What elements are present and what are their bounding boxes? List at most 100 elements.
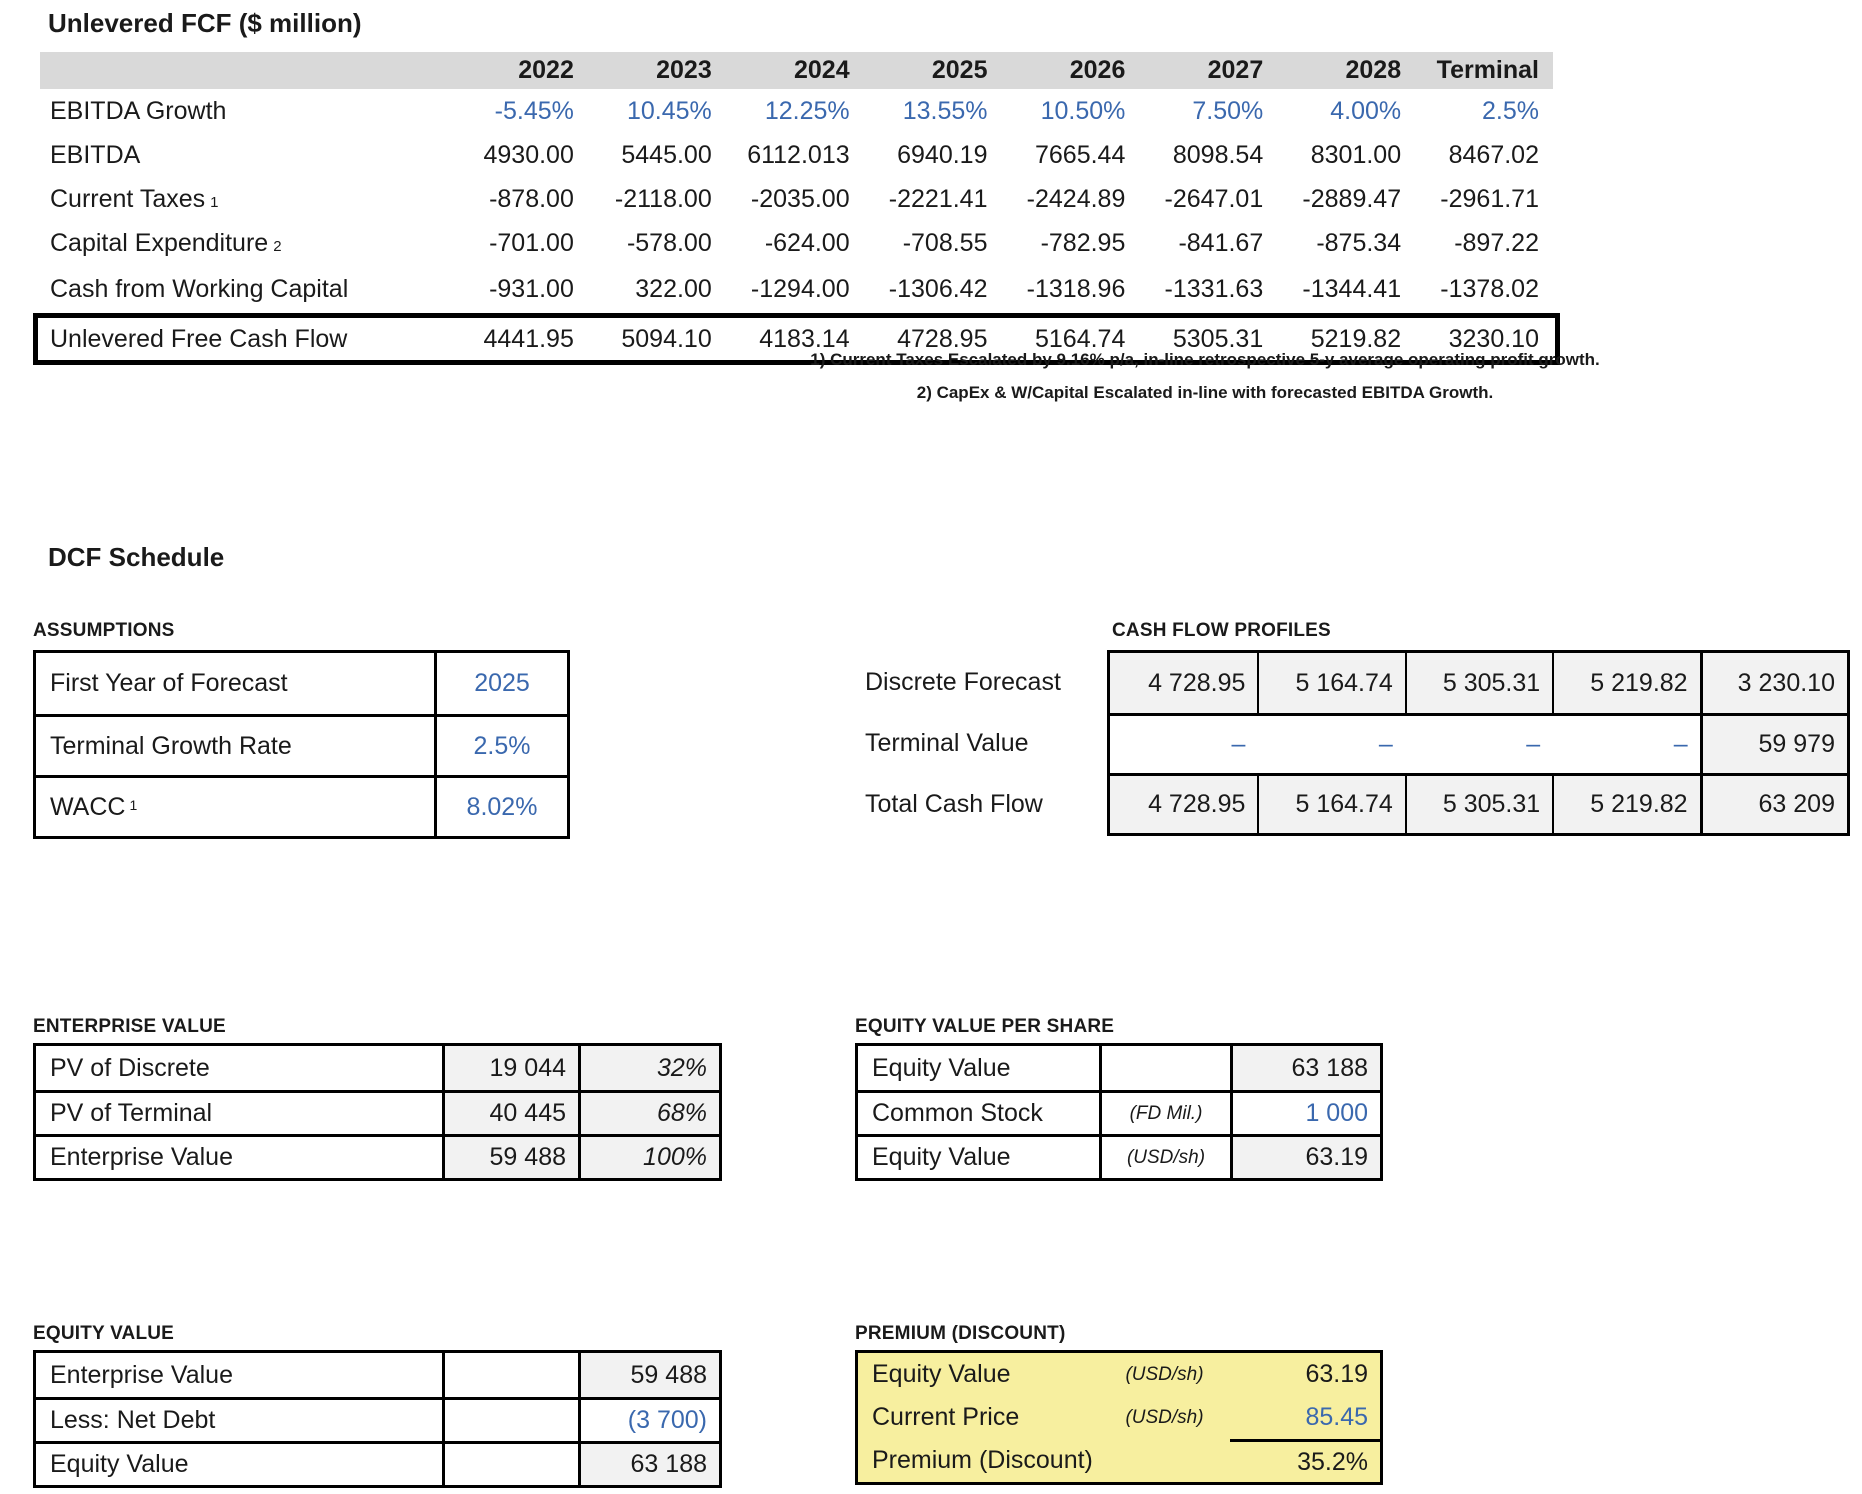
cfp-row-0: 4 728.95 5 164.74 5 305.31 5 219.82 3 230.10 bbox=[1110, 653, 1847, 713]
unlevered-fcf-total-box: Unlevered Free Cash Flow 4441.95 5094.10 41… bbox=[33, 313, 1560, 365]
value-cell[interactable]: 4.00% bbox=[1330, 96, 1402, 125]
footnote-marker: 1 bbox=[210, 193, 219, 211]
cfp-row-label: Discrete Forecast bbox=[865, 668, 1061, 696]
cfp-value-cell: 5 305.31 bbox=[1404, 653, 1553, 713]
ev-row-label: PV of Terminal bbox=[50, 1099, 213, 1127]
ev-value-cell: 59 488 bbox=[442, 1137, 578, 1178]
assumption-value-cell[interactable]: 2025 bbox=[434, 653, 567, 714]
premium-unit-cell: (USD/sh) bbox=[1125, 1363, 1204, 1385]
value-cell: -708.55 bbox=[902, 228, 988, 257]
premium-unit-cell: (USD/sh) bbox=[1125, 1406, 1204, 1428]
evps-row-label: Equity Value bbox=[872, 1143, 1011, 1171]
value-cell: -875.34 bbox=[1316, 228, 1402, 257]
eqv-empty-cell bbox=[442, 1353, 578, 1397]
value-cell: 322.00 bbox=[635, 274, 712, 303]
value-cell: 5445.00 bbox=[621, 140, 712, 169]
value-cell: 5094.10 bbox=[621, 324, 712, 353]
value-cell: -931.00 bbox=[489, 274, 574, 303]
enterprise-value-label: ENTERPRISE VALUE bbox=[33, 1016, 226, 1037]
cfp-value-cell: 5 164.74 bbox=[1257, 776, 1405, 833]
value-cell: -2221.41 bbox=[888, 184, 988, 213]
value-cell: -2118.00 bbox=[614, 184, 712, 213]
value-cell[interactable]: 12.25% bbox=[764, 96, 850, 125]
cfp-value-cell: 5 164.74 bbox=[1257, 653, 1405, 713]
cfp-value-cell: 4 728.95 bbox=[1110, 653, 1258, 713]
fcf-row-3: Capital Expenditure 2 -701.00 -578.00 -624.0… bbox=[40, 221, 1553, 265]
value-cell: -1331.63 bbox=[1164, 274, 1264, 303]
value-cell: -878.00 bbox=[489, 184, 574, 213]
value-cell: -2889.47 bbox=[1302, 184, 1402, 213]
evps-value-cell[interactable]: 1 000 bbox=[1230, 1093, 1380, 1134]
value-cell: 4441.95 bbox=[483, 324, 574, 353]
premium-row-1: Current Price (USD/sh) 85.45 bbox=[858, 1396, 1380, 1439]
value-cell: -2647.01 bbox=[1164, 184, 1264, 213]
footnotes: 1) Current Taxes Escalated by 9.16% p/a,… bbox=[740, 350, 1670, 416]
evps-row-0: Equity Value 63 188 bbox=[858, 1046, 1380, 1090]
value-cell[interactable]: 7.50% bbox=[1192, 96, 1264, 125]
equity-value-table: Enterprise Value 59 488 Less: Net Debt (3 7… bbox=[33, 1350, 722, 1488]
fcf-row-2: Current Taxes 1 -878.00 -2118.00 -2035.00 -22… bbox=[40, 177, 1553, 221]
footnote-marker: 2 bbox=[273, 237, 282, 255]
year-header-2025: 2025 bbox=[931, 56, 988, 84]
row-label: Unlevered Free Cash Flow bbox=[50, 324, 348, 353]
eqv-value-cell: 59 488 bbox=[578, 1353, 719, 1397]
year-header-2026: 2026 bbox=[1069, 56, 1126, 84]
eqv-value-cell: 63 188 bbox=[578, 1444, 719, 1485]
cfp-value-cell: 63 209 bbox=[1699, 776, 1847, 833]
assumptions-label: ASSUMPTIONS bbox=[33, 620, 175, 641]
value-cell[interactable]: 10.45% bbox=[626, 96, 712, 125]
assumption-row-2: WACC 1 8.02% bbox=[36, 775, 567, 836]
year-header-2024: 2024 bbox=[794, 56, 850, 84]
footnote-2: 2) CapEx & W/Capital Escalated in-line w… bbox=[916, 383, 1494, 402]
year-header-2027: 2027 bbox=[1207, 56, 1264, 84]
premium-row-label: Premium (Discount) bbox=[872, 1446, 1093, 1474]
value-cell: 6112.013 bbox=[747, 140, 850, 169]
ev-row-label: Enterprise Value bbox=[50, 1143, 233, 1171]
value-cell[interactable]: -5.45% bbox=[494, 96, 574, 125]
cash-flow-profiles-label: CASH FLOW PROFILES bbox=[1112, 620, 1331, 641]
ev-row-2: Enterprise Value 59 488 100% bbox=[36, 1134, 719, 1178]
eqv-row-0: Enterprise Value 59 488 bbox=[36, 1353, 719, 1397]
evps-row-label: Equity Value bbox=[872, 1053, 1011, 1082]
premium-row-label: Equity Value bbox=[872, 1360, 1011, 1388]
year-header-terminal: Terminal bbox=[1436, 56, 1539, 84]
value-cell: 5305.31 bbox=[1172, 324, 1264, 353]
premium-value-cell: 35.2% bbox=[1230, 1439, 1380, 1482]
assumption-value-cell[interactable]: 8.02% bbox=[434, 778, 567, 836]
cash-flow-profiles-table: 4 728.95 5 164.74 5 305.31 5 219.82 3 230.10… bbox=[1107, 650, 1850, 836]
premium-row-label: Current Price bbox=[872, 1403, 1020, 1431]
evps-value-cell: 63 188 bbox=[1230, 1046, 1380, 1090]
equity-value-label: EQUITY VALUE bbox=[33, 1323, 175, 1344]
value-cell[interactable]: 13.55% bbox=[902, 96, 988, 125]
assumption-value-cell[interactable]: 2.5% bbox=[434, 717, 567, 775]
cfp-value-cell: 3 230.10 bbox=[1699, 653, 1847, 713]
ev-row-1: PV of Terminal 40 445 68% bbox=[36, 1090, 719, 1134]
row-label: Cash from Working Capital bbox=[50, 274, 349, 303]
cfp-value-cell: 5 305.31 bbox=[1404, 776, 1553, 833]
premium-discount-label: PREMIUM (DISCOUNT) bbox=[855, 1323, 1066, 1344]
ev-percent-cell: 68% bbox=[578, 1093, 719, 1134]
ev-value-cell: 40 445 bbox=[442, 1093, 578, 1134]
premium-discount-table: Equity Value (USD/sh) 63.19 Current Price (U… bbox=[855, 1350, 1383, 1485]
value-cell: 6940.19 bbox=[897, 140, 988, 169]
dcf-schedule-heading: DCF Schedule bbox=[48, 542, 225, 572]
value-cell[interactable]: 2.5% bbox=[1482, 96, 1539, 125]
assumption-row-1: Terminal Growth Rate 2.5% bbox=[36, 714, 567, 775]
value-cell: -701.00 bbox=[489, 228, 574, 257]
year-header-2022: 2022 bbox=[518, 56, 574, 84]
superscript-marker: 1 bbox=[129, 797, 138, 813]
value-cell: 8098.54 bbox=[1172, 140, 1264, 169]
eqv-empty-cell bbox=[442, 1400, 578, 1441]
value-cell: -782.95 bbox=[1040, 228, 1126, 257]
cfp-row-1: – – – –59 979 bbox=[1110, 713, 1847, 773]
eqv-value-cell[interactable]: (3 700) bbox=[578, 1400, 719, 1441]
cfp-terminal-value-cell: 59 979 bbox=[1699, 716, 1847, 773]
ev-row-label: PV of Discrete bbox=[50, 1053, 210, 1082]
dash-cell: – bbox=[1231, 730, 1246, 758]
premium-value-cell[interactable]: 85.45 bbox=[1305, 1403, 1368, 1431]
cfp-row-label: Total Cash Flow bbox=[865, 790, 1043, 818]
eqv-empty-cell bbox=[442, 1444, 578, 1485]
value-cell[interactable]: 10.50% bbox=[1040, 96, 1126, 125]
equity-value-per-share-label: EQUITY VALUE PER SHARE bbox=[855, 1016, 1115, 1037]
ev-row-0: PV of Discrete 19 044 32% bbox=[36, 1046, 719, 1090]
